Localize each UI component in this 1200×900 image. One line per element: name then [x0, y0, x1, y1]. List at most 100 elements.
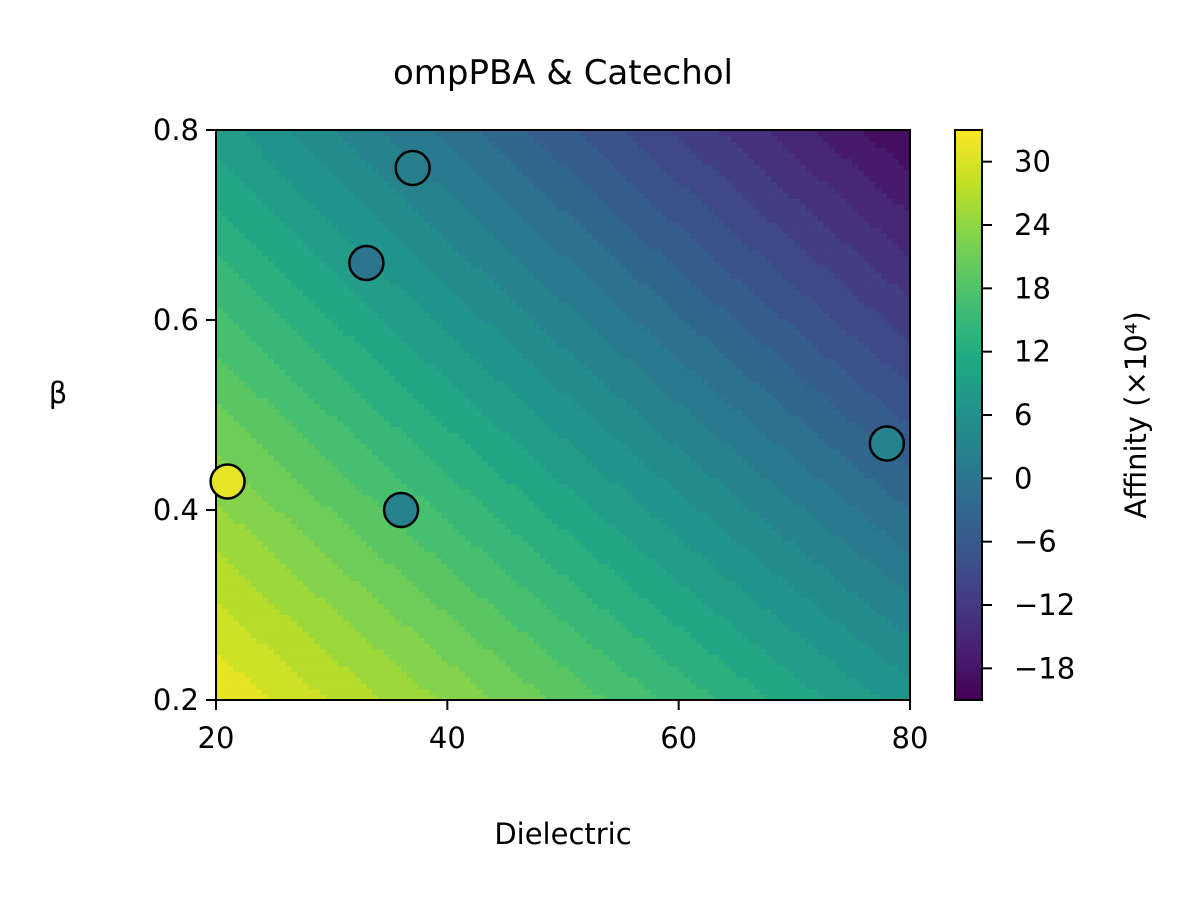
- heatmap-cell: [244, 574, 252, 581]
- heatmap-cell: [476, 671, 483, 678]
- heatmap-cell: [441, 586, 448, 593]
- heatmap-cell: [250, 261, 258, 268]
- heatmap-cell: [360, 534, 367, 541]
- heatmap-cell: [337, 517, 344, 524]
- heatmap-cell: [268, 403, 275, 410]
- heatmap-cell: [337, 329, 344, 336]
- heatmap-cell: [239, 631, 246, 638]
- heatmap-cell: [360, 192, 367, 199]
- heatmap-cell: [453, 249, 460, 256]
- heatmap-cell: [291, 489, 298, 496]
- heatmap-cell: [308, 682, 315, 690]
- heatmap-cell: [458, 135, 466, 142]
- heatmap-cell: [268, 568, 275, 576]
- heatmap-cell: [239, 301, 246, 308]
- heatmap-cell: [349, 386, 356, 393]
- heatmap-cell: [273, 643, 281, 650]
- heatmap-cell: [366, 597, 373, 604]
- heatmap-cell: [464, 209, 472, 217]
- heatmap-cell: [360, 477, 367, 484]
- heatmap-cell: [429, 671, 437, 678]
- heatmap-cell: [291, 375, 298, 382]
- heatmap-cell: [429, 130, 437, 137]
- heatmap-cell: [412, 614, 420, 621]
- heatmap-cell: [429, 625, 437, 633]
- heatmap-cell: [458, 625, 466, 633]
- heatmap-cell: [464, 443, 472, 450]
- heatmap-cell: [412, 682, 420, 690]
- heatmap-cell: [377, 141, 385, 148]
- heatmap-cell: [325, 694, 333, 700]
- heatmap-cell: [291, 204, 298, 211]
- heatmap-cell: [435, 358, 443, 365]
- heatmap-cell: [389, 261, 396, 268]
- heatmap-cell: [470, 500, 477, 507]
- heatmap-cell: [308, 312, 315, 319]
- heatmap-cell: [383, 432, 391, 439]
- heatmap-cell: [424, 380, 431, 388]
- heatmap-cell: [273, 141, 281, 148]
- heatmap-cell: [389, 289, 396, 296]
- heatmap-cell: [482, 375, 489, 382]
- heatmap-cell: [395, 608, 402, 616]
- heatmap-cell: [482, 192, 489, 199]
- heatmap-cell: [285, 466, 292, 473]
- heatmap-cell: [441, 244, 448, 251]
- heatmap-cell: [314, 460, 321, 467]
- heatmap-cell: [262, 392, 269, 399]
- heatmap-cell: [302, 261, 310, 268]
- heatmap-cell: [458, 677, 466, 684]
- heatmap-cell: [429, 329, 437, 336]
- heatmap-cell: [349, 631, 356, 638]
- heatmap-cell: [343, 232, 350, 239]
- heatmap-cell: [349, 620, 356, 627]
- heatmap-cell: [314, 557, 321, 564]
- heatmap-cell: [435, 580, 443, 587]
- heatmap-cell: [337, 238, 344, 245]
- heatmap-cell: [493, 557, 500, 564]
- heatmap-cell: [325, 261, 333, 268]
- heatmap-cell: [476, 648, 483, 655]
- heatmap-cell: [395, 477, 402, 484]
- heatmap-cell: [331, 323, 339, 331]
- heatmap-cell: [401, 682, 408, 690]
- heatmap-cell: [343, 420, 350, 427]
- heatmap-cell: [250, 500, 258, 507]
- heatmap-cell: [250, 306, 258, 313]
- heatmap-cell: [470, 614, 477, 621]
- heatmap-cell: [331, 483, 339, 490]
- heatmap-cell: [435, 209, 443, 217]
- heatmap-cell: [453, 238, 460, 245]
- heatmap-cell: [244, 568, 252, 576]
- heatmap-cell: [383, 346, 391, 353]
- heatmap-cell: [406, 568, 414, 576]
- heatmap-cell: [233, 187, 240, 194]
- heatmap-cell: [441, 460, 448, 467]
- heatmap-cell: [476, 654, 483, 661]
- heatmap-cell: [302, 654, 310, 661]
- heatmap-cell: [337, 677, 344, 684]
- heatmap-cell: [389, 152, 396, 160]
- heatmap-cell: [325, 682, 333, 690]
- heatmap-cell: [412, 415, 420, 422]
- heatmap-cell: [244, 557, 252, 564]
- heatmap-cell: [464, 483, 472, 490]
- heatmap-cell: [343, 352, 350, 359]
- heatmap-cell: [435, 426, 443, 433]
- heatmap-cell: [482, 312, 489, 319]
- heatmap-cell: [221, 346, 229, 353]
- heatmap-cell: [331, 591, 339, 598]
- heatmap-cell: [476, 529, 483, 536]
- heatmap-cell: [383, 175, 391, 182]
- heatmap-cell: [377, 620, 385, 627]
- heatmap-cell: [331, 620, 339, 627]
- heatmap-cell: [337, 323, 344, 331]
- heatmap-cell: [349, 568, 356, 576]
- heatmap-cell: [366, 591, 373, 598]
- heatmap-cell: [441, 232, 448, 239]
- heatmap-cell: [418, 187, 425, 194]
- heatmap-cell: [273, 147, 281, 154]
- heatmap-cell: [325, 244, 333, 251]
- heatmap-cell: [372, 523, 379, 530]
- heatmap-cell: [418, 654, 425, 661]
